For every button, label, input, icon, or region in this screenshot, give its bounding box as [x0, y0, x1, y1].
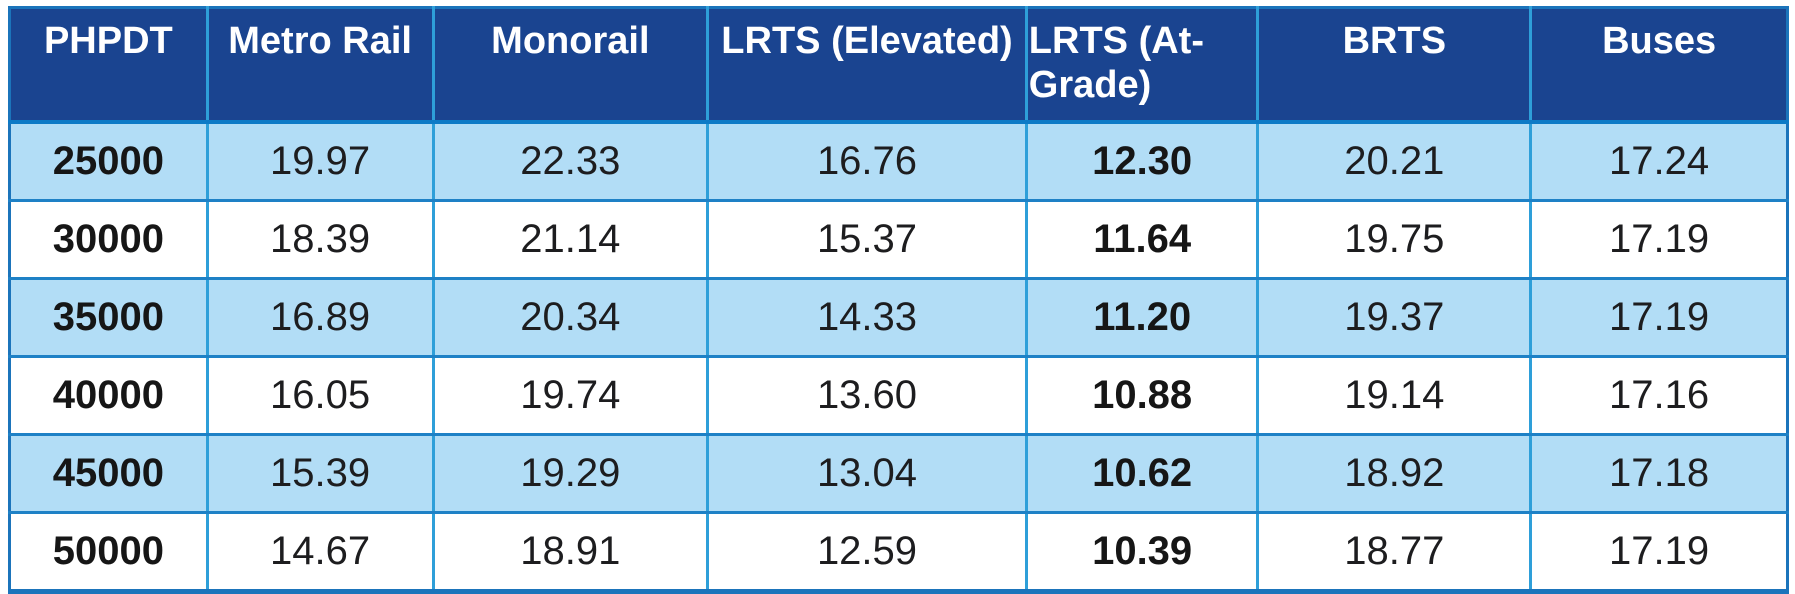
column-header-metro-rail: Metro Rail — [205, 7, 435, 124]
table-cell: 18.91 — [431, 511, 710, 593]
table-cell: 17.18 — [1529, 433, 1788, 514]
table-cell: 17.19 — [1529, 199, 1788, 280]
table-cell: 13.04 — [706, 433, 1028, 514]
column-header-lrts-at-grade: LRTS (At-Grade) — [1024, 7, 1260, 124]
table-cell: 17.19 — [1529, 277, 1788, 358]
table-row: 35000 16.89 20.34 14.33 11.20 19.37 17.1… — [9, 277, 1788, 358]
table-cell: 50000 — [9, 511, 209, 593]
table-cell: 12.30 — [1024, 120, 1260, 202]
column-header-phpdt: PHPDT — [9, 7, 209, 124]
table-cell: 30000 — [9, 199, 209, 280]
table-cell: 10.88 — [1024, 355, 1260, 436]
table-cell: 15.37 — [706, 199, 1028, 280]
table-cell: 19.14 — [1256, 355, 1533, 436]
table-cell: 14.33 — [706, 277, 1028, 358]
table-cell: 16.05 — [205, 355, 435, 436]
table-cell: 19.37 — [1256, 277, 1533, 358]
table-cell: 35000 — [9, 277, 209, 358]
table-cell: 19.75 — [1256, 199, 1533, 280]
table-cell: 18.77 — [1256, 511, 1533, 593]
table-cell: 15.39 — [205, 433, 435, 514]
phpdt-comparison-table: PHPDT Metro Rail Monorail LRTS (Elevated… — [8, 6, 1789, 594]
table-header-row: PHPDT Metro Rail Monorail LRTS (Elevated… — [9, 7, 1788, 124]
column-header-buses: Buses — [1529, 7, 1788, 124]
table-row: 50000 14.67 18.91 12.59 10.39 18.77 17.1… — [9, 511, 1788, 593]
table-cell: 19.29 — [431, 433, 710, 514]
table-cell: 14.67 — [205, 511, 435, 593]
table-cell: 17.24 — [1529, 120, 1788, 202]
table-cell: 20.34 — [431, 277, 710, 358]
table-cell: 16.89 — [205, 277, 435, 358]
table-cell: 22.33 — [431, 120, 710, 202]
table-cell: 18.92 — [1256, 433, 1533, 514]
table-cell: 16.76 — [706, 120, 1028, 202]
table-cell: 11.64 — [1024, 199, 1260, 280]
table-cell: 45000 — [9, 433, 209, 514]
column-header-lrts-elevated: LRTS (Elevated) — [706, 7, 1028, 124]
table-row: 40000 16.05 19.74 13.60 10.88 19.14 17.1… — [9, 355, 1788, 436]
table-row: 30000 18.39 21.14 15.37 11.64 19.75 17.1… — [9, 199, 1788, 280]
table-cell: 12.59 — [706, 511, 1028, 593]
column-header-brts: BRTS — [1256, 7, 1533, 124]
table-cell: 19.74 — [431, 355, 710, 436]
table-cell: 11.20 — [1024, 277, 1260, 358]
table-cell: 17.19 — [1529, 511, 1788, 593]
table-row: 45000 15.39 19.29 13.04 10.62 18.92 17.1… — [9, 433, 1788, 514]
table-cell: 20.21 — [1256, 120, 1533, 202]
table-cell: 40000 — [9, 355, 209, 436]
table-cell: 18.39 — [205, 199, 435, 280]
table-cell: 17.16 — [1529, 355, 1788, 436]
table-cell: 21.14 — [431, 199, 710, 280]
table-cell: 10.39 — [1024, 511, 1260, 593]
data-table: PHPDT Metro Rail Monorail LRTS (Elevated… — [8, 6, 1789, 594]
table-cell: 25000 — [9, 120, 209, 202]
table-cell: 10.62 — [1024, 433, 1260, 514]
table-row: 25000 19.97 22.33 16.76 12.30 20.21 17.2… — [9, 120, 1788, 202]
column-header-monorail: Monorail — [431, 7, 710, 124]
table-cell: 13.60 — [706, 355, 1028, 436]
table-cell: 19.97 — [205, 120, 435, 202]
